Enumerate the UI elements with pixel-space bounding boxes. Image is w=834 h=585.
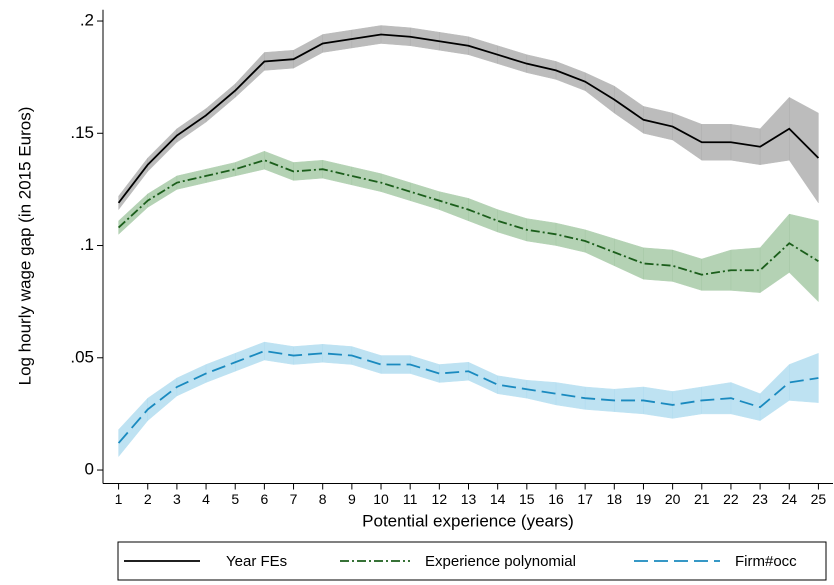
x-tick-label: 24 bbox=[781, 491, 797, 507]
confidence-band bbox=[351, 166, 382, 192]
confidence-band bbox=[205, 162, 236, 183]
confidence-band bbox=[409, 355, 440, 383]
confidence-band bbox=[526, 218, 557, 246]
x-tick-label: 14 bbox=[490, 491, 506, 507]
confidence-band bbox=[264, 150, 294, 181]
x-tick-label: 15 bbox=[519, 491, 535, 507]
x-tick-label: 4 bbox=[202, 491, 210, 507]
x-tick-label: 20 bbox=[665, 491, 681, 507]
x-tick-label: 6 bbox=[260, 491, 268, 507]
confidence-band bbox=[584, 229, 615, 267]
x-tick-label: 7 bbox=[290, 491, 298, 507]
series-line bbox=[117, 159, 819, 276]
confidence-band bbox=[672, 249, 703, 291]
confidence-band bbox=[176, 364, 207, 397]
x-tick-label: 2 bbox=[144, 491, 152, 507]
confidence-band bbox=[789, 96, 819, 204]
confidence-band bbox=[759, 213, 790, 294]
x-tick-label: 11 bbox=[403, 491, 418, 507]
x-tick-label: 23 bbox=[752, 491, 768, 507]
y-tick-label: 0 bbox=[85, 460, 94, 479]
x-tick-label: 25 bbox=[811, 491, 827, 507]
confidence-band bbox=[759, 363, 790, 422]
x-tick-label: 3 bbox=[173, 491, 181, 507]
x-tick-label: 9 bbox=[348, 491, 356, 507]
series-line bbox=[117, 350, 819, 444]
x-axis-title: Potential experience (years) bbox=[362, 511, 574, 530]
confidence-band bbox=[468, 361, 498, 395]
confidence-band bbox=[380, 173, 411, 201]
confidence-band bbox=[672, 112, 703, 161]
x-tick-label: 19 bbox=[636, 491, 652, 507]
x-tick-label: 5 bbox=[231, 491, 239, 507]
x-tick-label: 21 bbox=[694, 491, 710, 507]
confidence-band bbox=[497, 209, 528, 242]
series-line bbox=[117, 33, 820, 204]
x-tick-label: 16 bbox=[548, 491, 564, 507]
legend-label: Year FEs bbox=[226, 553, 287, 570]
confidence-band bbox=[234, 150, 265, 177]
confidence-band bbox=[789, 352, 819, 403]
x-tick-label: 10 bbox=[373, 491, 389, 507]
confidence-band bbox=[439, 191, 469, 222]
y-tick-label: .15 bbox=[70, 123, 94, 142]
legend-label: Firm#occ bbox=[735, 553, 797, 570]
confidence-band bbox=[643, 386, 673, 419]
x-tick-label: 13 bbox=[461, 491, 477, 507]
y-tick-label: .05 bbox=[70, 347, 94, 366]
x-tick-label: 1 bbox=[115, 491, 123, 507]
y-tick-label: .1 bbox=[80, 235, 94, 254]
x-tick-label: 18 bbox=[607, 491, 623, 507]
x-tick-label: 8 bbox=[319, 491, 327, 507]
confidence-band bbox=[584, 72, 615, 114]
x-tick-label: 22 bbox=[723, 491, 739, 507]
legend-label: Experience polynomial bbox=[425, 553, 576, 570]
y-axis-title: Log hourly wage gap (in 2015 Euros) bbox=[15, 107, 34, 386]
x-tick-label: 17 bbox=[577, 491, 593, 507]
x-tick-label: 12 bbox=[432, 491, 448, 507]
y-tick-label: .2 bbox=[80, 11, 94, 30]
confidence-band bbox=[789, 213, 819, 303]
confidence-band bbox=[730, 382, 761, 421]
confidence-band bbox=[701, 249, 732, 291]
confidence-band bbox=[614, 238, 644, 280]
confidence-band bbox=[351, 346, 382, 374]
